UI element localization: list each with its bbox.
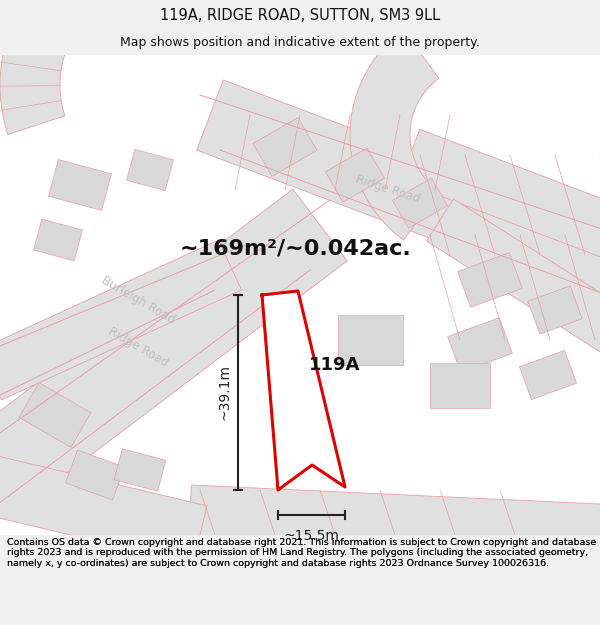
Text: Ridge Road: Ridge Road bbox=[354, 173, 422, 206]
Bar bbox=[127, 149, 173, 191]
Bar bbox=[430, 362, 490, 408]
Text: ~169m²/~0.042ac.: ~169m²/~0.042ac. bbox=[179, 238, 411, 258]
Polygon shape bbox=[400, 129, 600, 261]
Polygon shape bbox=[0, 189, 347, 511]
Bar bbox=[325, 148, 385, 202]
Bar bbox=[520, 351, 577, 399]
Polygon shape bbox=[262, 291, 345, 490]
Bar bbox=[392, 178, 448, 228]
Bar bbox=[114, 449, 166, 491]
Text: 119A: 119A bbox=[310, 356, 361, 374]
Text: 119A, RIDGE ROAD, SUTTON, SM3 9LL: 119A, RIDGE ROAD, SUTTON, SM3 9LL bbox=[160, 8, 440, 23]
Text: Contains OS data © Crown copyright and database right 2021. This information is : Contains OS data © Crown copyright and d… bbox=[7, 538, 596, 568]
Bar bbox=[448, 318, 512, 372]
Bar bbox=[337, 315, 403, 365]
Bar bbox=[528, 286, 582, 334]
Polygon shape bbox=[188, 485, 600, 565]
Polygon shape bbox=[0, 456, 207, 564]
Bar bbox=[34, 219, 82, 261]
Text: Contains OS data © Crown copyright and database right 2021. This information is : Contains OS data © Crown copyright and d… bbox=[7, 538, 596, 568]
Polygon shape bbox=[350, 30, 439, 240]
Polygon shape bbox=[0, 240, 241, 400]
Text: Burleigh Road: Burleigh Road bbox=[99, 273, 177, 326]
Bar bbox=[458, 253, 523, 308]
Polygon shape bbox=[0, 0, 209, 134]
Text: Ridge Road: Ridge Road bbox=[106, 325, 170, 370]
Bar bbox=[65, 450, 124, 500]
Polygon shape bbox=[427, 199, 600, 356]
Bar bbox=[49, 159, 112, 211]
Text: Map shows position and indicative extent of the property.: Map shows position and indicative extent… bbox=[120, 36, 480, 49]
Bar bbox=[19, 382, 91, 448]
Polygon shape bbox=[197, 80, 600, 305]
Text: ~15.5m: ~15.5m bbox=[284, 529, 340, 543]
Text: ~39.1m: ~39.1m bbox=[217, 364, 231, 421]
Bar bbox=[253, 118, 317, 176]
